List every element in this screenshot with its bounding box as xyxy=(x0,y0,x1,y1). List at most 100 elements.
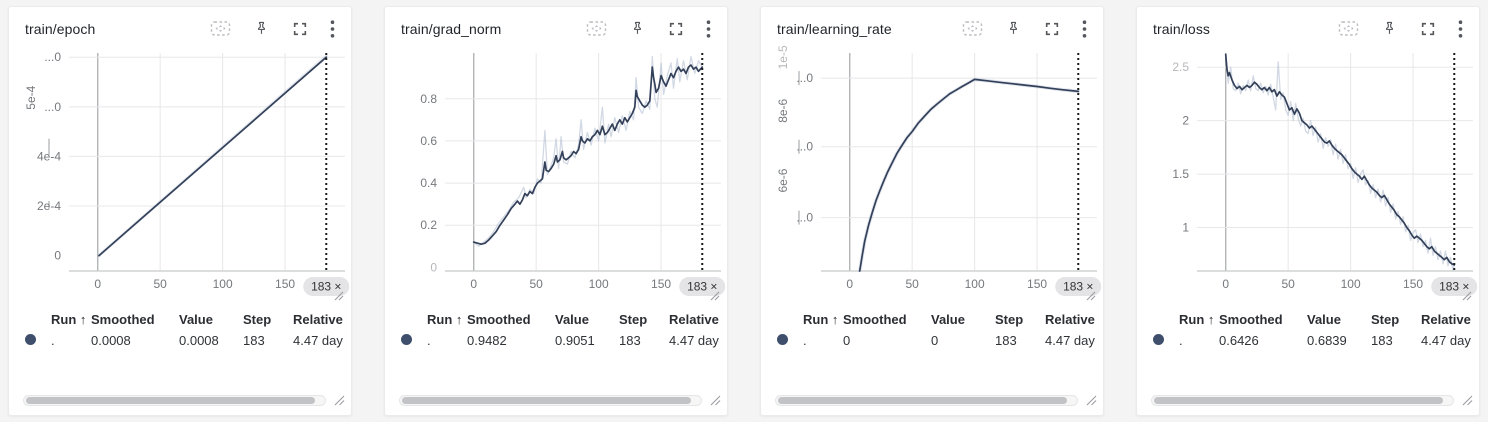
col-value[interactable]: Value xyxy=(1307,312,1341,327)
run-table-row[interactable]: . 0.6426 0.6839 183 4.47 day xyxy=(1137,330,1479,351)
y-axis-tick-label: ...0 xyxy=(796,71,813,85)
col-relative[interactable]: Relative xyxy=(293,312,343,327)
chart-resize-handle[interactable] xyxy=(710,291,720,301)
col-run[interactable]: Run ↑ xyxy=(51,312,87,327)
region-select-icon[interactable] xyxy=(586,20,607,37)
col-value[interactable]: Value xyxy=(179,312,213,327)
card-footer xyxy=(385,395,727,415)
x-axis-tick-label: 0 xyxy=(846,277,853,291)
panel-actions xyxy=(962,19,1087,38)
run-name[interactable]: . xyxy=(51,333,55,348)
step-marker-badge[interactable]: 183 × xyxy=(679,277,726,296)
run-value: 0.9051 xyxy=(555,333,595,348)
region-select-icon[interactable] xyxy=(210,20,231,37)
fullscreen-icon[interactable] xyxy=(1044,21,1060,37)
x-axis-tick-label: 50 xyxy=(153,277,167,291)
horizontal-scrollbar[interactable] xyxy=(1151,395,1454,406)
chart-svg[interactable]: 0 50 100 150 ...0 5e-4 ...0 4e-4 2e-4 0 183 × xyxy=(9,45,353,297)
col-smoothed[interactable]: Smoothed xyxy=(467,312,531,327)
col-step[interactable]: Step xyxy=(619,312,648,327)
run-name[interactable]: . xyxy=(803,333,807,348)
fullscreen-icon[interactable] xyxy=(668,21,684,37)
pin-icon[interactable] xyxy=(629,20,646,37)
col-step[interactable]: Step xyxy=(995,312,1024,327)
pin-icon[interactable] xyxy=(253,20,270,37)
chart-resize-handle[interactable] xyxy=(1462,291,1472,301)
panel-title: train/loss xyxy=(1153,20,1211,37)
pin-icon[interactable] xyxy=(1381,20,1398,37)
horizontal-scrollbar[interactable] xyxy=(775,395,1078,406)
col-relative[interactable]: Relative xyxy=(1045,312,1095,327)
x-axis-tick-label: 50 xyxy=(529,277,543,291)
step-marker-badge-label: 183 × xyxy=(1063,280,1093,294)
pin-icon[interactable] xyxy=(1005,20,1022,37)
chart-svg[interactable]: 0 50 100 150 0.8 0.6 0.4 0.2 0 183 × xyxy=(385,45,729,297)
card-resize-handle[interactable] xyxy=(1462,395,1473,406)
panel-actions xyxy=(1338,19,1463,38)
smoothed-line xyxy=(858,78,1080,272)
step-marker-badge[interactable]: 183 × xyxy=(303,277,350,296)
card-resize-handle[interactable] xyxy=(334,395,345,406)
col-relative[interactable]: Relative xyxy=(1421,312,1471,327)
col-smoothed[interactable]: Smoothed xyxy=(91,312,155,327)
y-axis-tick-label: 0.6 xyxy=(420,134,437,148)
col-value[interactable]: Value xyxy=(931,312,965,327)
run-name[interactable]: . xyxy=(1179,333,1183,348)
raw-line xyxy=(473,55,703,247)
kebab-menu-icon[interactable] xyxy=(1082,19,1087,38)
col-value[interactable]: Value xyxy=(555,312,589,327)
col-step[interactable]: Step xyxy=(1371,312,1400,327)
y-axis-tick-label: 4e-4 xyxy=(37,149,61,163)
smoothed-line xyxy=(98,56,328,257)
run-table-header: Run ↑ Smoothed Value Step Relative xyxy=(9,309,351,330)
y-axis-tick-label: 6e-6 xyxy=(776,168,790,192)
y-axis-tick-label: ...0 xyxy=(44,50,61,64)
y-axis-tick-label: 2e-4 xyxy=(37,199,61,213)
run-table-row[interactable]: . 0.0008 0.0008 183 4.47 day xyxy=(9,330,351,351)
x-axis-tick-label: 0 xyxy=(470,277,477,291)
scrollbar-thumb[interactable] xyxy=(778,397,1067,404)
step-marker-badge[interactable]: 183 × xyxy=(1055,277,1102,296)
run-table-row[interactable]: . 0 0 183 4.47 day xyxy=(761,330,1103,351)
chart-svg[interactable]: 0 50 100 150 1e-5 ...0 8e-6 ...0 6e-6 ...0 183 × xyxy=(761,45,1105,297)
fullscreen-icon[interactable] xyxy=(1420,21,1436,37)
kebab-menu-icon[interactable] xyxy=(706,19,711,38)
fullscreen-icon[interactable] xyxy=(292,21,308,37)
region-select-icon[interactable] xyxy=(1338,20,1359,37)
x-axis-tick-label: 0 xyxy=(94,277,101,291)
run-table-row[interactable]: . 0.9482 0.9051 183 4.47 day xyxy=(385,330,727,351)
run-value: 0.6839 xyxy=(1307,333,1347,348)
step-marker-badge-label: 183 × xyxy=(687,280,717,294)
horizontal-scrollbar[interactable] xyxy=(23,395,326,406)
region-select-icon[interactable] xyxy=(962,20,983,37)
panel-title: train/epoch xyxy=(25,20,96,37)
smoothed-line xyxy=(1224,53,1456,266)
col-smoothed[interactable]: Smoothed xyxy=(843,312,907,327)
col-smoothed[interactable]: Smoothed xyxy=(1219,312,1283,327)
scrollbar-thumb[interactable] xyxy=(1154,397,1443,404)
chart-svg[interactable]: 0 50 100 150 2.5 2 1.5 1 183 × xyxy=(1137,45,1481,297)
panel-actions xyxy=(210,19,335,38)
col-run[interactable]: Run ↑ xyxy=(427,312,463,327)
col-step[interactable]: Step xyxy=(243,312,272,327)
step-marker-badge[interactable]: 183 × xyxy=(1431,277,1478,296)
scrollbar-thumb[interactable] xyxy=(402,397,691,404)
kebab-menu-icon[interactable] xyxy=(1458,19,1463,38)
col-relative[interactable]: Relative xyxy=(669,312,719,327)
raw-line xyxy=(857,77,1081,272)
col-run[interactable]: Run ↑ xyxy=(803,312,839,327)
horizontal-scrollbar[interactable] xyxy=(399,395,702,406)
run-name[interactable]: . xyxy=(427,333,431,348)
col-run[interactable]: Run ↑ xyxy=(1179,312,1215,327)
card-resize-handle[interactable] xyxy=(1086,395,1097,406)
card-resize-handle[interactable] xyxy=(710,395,721,406)
kebab-menu-icon[interactable] xyxy=(330,19,335,38)
chart-resize-handle[interactable] xyxy=(1086,291,1096,301)
panel-card: train/learning_rate xyxy=(760,6,1104,416)
run-relative: 4.47 day xyxy=(1421,333,1471,348)
scrollbar-thumb[interactable] xyxy=(26,397,315,404)
run-step: 183 xyxy=(1371,333,1393,348)
chart-resize-handle[interactable] xyxy=(334,291,344,301)
run-table-header: Run ↑ Smoothed Value Step Relative xyxy=(1137,309,1479,330)
y-axis-tick-label: 1.5 xyxy=(1172,167,1189,181)
